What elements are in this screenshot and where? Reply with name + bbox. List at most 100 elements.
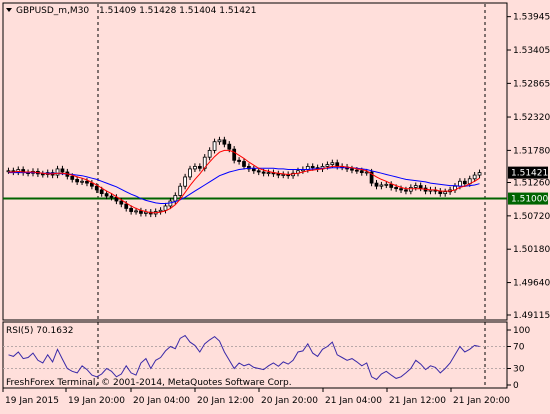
candle-body bbox=[85, 180, 89, 184]
level-price-tag bbox=[508, 192, 548, 205]
candle bbox=[384, 181, 389, 189]
moving-average-layer bbox=[8, 149, 480, 214]
candle bbox=[369, 168, 374, 187]
time-tick-label: 19 Jan 20:00 bbox=[68, 396, 125, 406]
candle bbox=[232, 146, 237, 164]
candle-body bbox=[227, 143, 232, 150]
candle-body bbox=[251, 168, 256, 172]
candle-body bbox=[310, 166, 315, 169]
candle bbox=[222, 136, 227, 148]
candle-body bbox=[129, 208, 134, 212]
candle-body bbox=[193, 166, 197, 170]
candle bbox=[472, 172, 477, 182]
candle bbox=[40, 170, 45, 178]
candle-body bbox=[330, 162, 335, 165]
candle bbox=[55, 165, 60, 179]
time-tick-label: 20 Jan 20:00 bbox=[261, 396, 318, 406]
candle-body bbox=[197, 166, 202, 169]
price-tick-label: 1.50180 bbox=[513, 245, 550, 255]
time-tick-label: 19 Jan 2015 bbox=[5, 396, 59, 406]
candle bbox=[193, 163, 197, 172]
candle bbox=[143, 209, 148, 217]
time-tick-label: 21 Jan 12:00 bbox=[389, 396, 446, 406]
price-tick-label: 1.49640 bbox=[513, 279, 550, 289]
candle bbox=[443, 188, 448, 197]
rsi-tick-label: 0 bbox=[513, 381, 519, 391]
candle bbox=[256, 167, 261, 176]
candle bbox=[104, 190, 109, 200]
candle bbox=[217, 136, 222, 145]
candle-body bbox=[394, 187, 398, 190]
candle-body bbox=[374, 182, 379, 187]
candle-body bbox=[99, 189, 104, 195]
candle bbox=[374, 180, 379, 190]
price-tick-label: 1.53405 bbox=[513, 46, 550, 56]
slow-moving-average-line bbox=[8, 167, 480, 204]
candle bbox=[477, 169, 482, 179]
candle-body bbox=[207, 149, 212, 158]
candle-body bbox=[443, 191, 448, 195]
current-price-label: 1.51421 bbox=[511, 169, 548, 179]
candle-body bbox=[6, 170, 11, 173]
grid-layer bbox=[97, 4, 486, 388]
candle bbox=[247, 163, 251, 172]
candle-body bbox=[134, 210, 138, 213]
chart-menu-triangle-icon[interactable] bbox=[6, 8, 12, 12]
candle bbox=[271, 169, 276, 177]
candle-body bbox=[364, 171, 369, 174]
candle bbox=[438, 188, 443, 197]
candle-body bbox=[178, 185, 183, 196]
candle-body bbox=[222, 139, 227, 145]
candle-body bbox=[90, 182, 94, 187]
candle bbox=[173, 192, 178, 205]
candle-body bbox=[242, 161, 246, 167]
candle bbox=[310, 163, 315, 171]
candle bbox=[379, 181, 384, 190]
candle bbox=[129, 205, 134, 215]
candle bbox=[197, 163, 202, 172]
candle bbox=[16, 166, 21, 176]
price-tick-label: 1.51260 bbox=[513, 179, 550, 189]
price-tick-label: 1.52320 bbox=[513, 113, 550, 123]
candle-body bbox=[94, 185, 99, 191]
candle-body bbox=[163, 205, 168, 211]
time-tick-label: 21 Jan 20:00 bbox=[453, 396, 510, 406]
candle-body bbox=[458, 180, 462, 187]
candle bbox=[413, 182, 418, 191]
candle-body bbox=[369, 171, 374, 184]
candle-body bbox=[350, 168, 354, 171]
candle-body bbox=[462, 180, 467, 185]
symbol-timeframe: GBPUSD_m,M30 bbox=[16, 6, 89, 16]
candle-body bbox=[40, 173, 45, 176]
candle bbox=[389, 181, 394, 191]
rsi-tick-label: 100 bbox=[513, 326, 530, 336]
rsi-line bbox=[8, 334, 480, 381]
candle-body bbox=[399, 188, 403, 191]
copyright-watermark: FreshForex Terminal, © 2001-2014, MetaQu… bbox=[6, 378, 292, 388]
candle bbox=[251, 165, 256, 174]
current-price-tag bbox=[508, 166, 548, 179]
candle bbox=[428, 186, 433, 195]
candle-body bbox=[55, 168, 60, 176]
candle-body bbox=[188, 168, 192, 178]
candle-body bbox=[276, 173, 281, 176]
candle-body bbox=[183, 176, 187, 187]
candle bbox=[404, 186, 408, 195]
candle-body bbox=[75, 179, 80, 183]
candle bbox=[320, 163, 325, 172]
candle bbox=[139, 207, 143, 217]
candle bbox=[408, 184, 413, 195]
rsi-indicator: 100 70 30 0 bbox=[3, 326, 530, 391]
candle bbox=[281, 171, 286, 179]
time-tick-label: 20 Jan 12:00 bbox=[197, 396, 254, 406]
candle bbox=[286, 171, 291, 179]
candle-body bbox=[325, 164, 330, 167]
candle bbox=[183, 173, 187, 190]
candle bbox=[207, 147, 212, 161]
fast-moving-average-line bbox=[8, 149, 480, 214]
candle-body bbox=[119, 200, 124, 205]
candle-body bbox=[217, 139, 222, 143]
price-tick-label: 1.51780 bbox=[513, 146, 550, 156]
